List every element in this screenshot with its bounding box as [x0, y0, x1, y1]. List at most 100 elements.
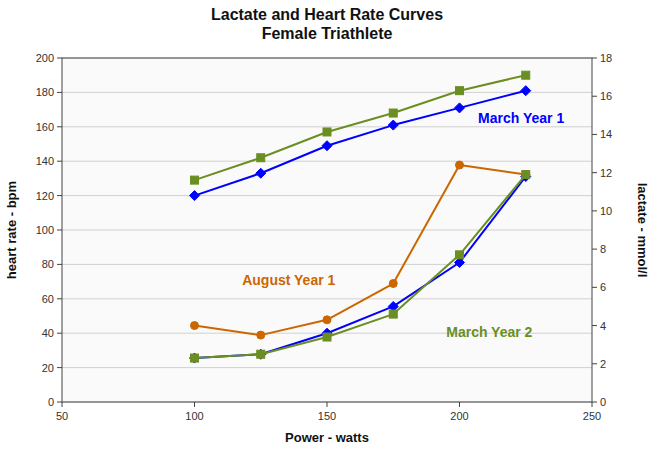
x-tick-label: 250 [583, 410, 601, 422]
x-tick-label: 100 [185, 410, 203, 422]
marker [323, 316, 331, 324]
marker [389, 310, 397, 318]
marker [522, 171, 530, 179]
y-tick [57, 92, 62, 93]
y2-tick [592, 325, 597, 326]
y-tick-label: 160 [36, 121, 54, 133]
axes: 0 20 40 60 80 100 120 140 160 180 200 0 2 4 6 8 10 12 14 16… [36, 52, 613, 422]
marker [323, 333, 331, 341]
marker [456, 251, 464, 259]
marker [521, 86, 531, 96]
marker [456, 87, 464, 95]
y-tick-label: 180 [36, 86, 54, 98]
marker [191, 322, 199, 330]
y2-tick-label: 10 [600, 205, 612, 217]
y2-tick-label: 0 [600, 396, 606, 408]
y2-tick-label: 8 [600, 243, 606, 255]
y2-tick-label: 2 [600, 358, 606, 370]
grid-line [62, 264, 592, 265]
grid-line [62, 161, 592, 162]
marker [522, 171, 530, 179]
marker [322, 141, 332, 151]
marker [190, 191, 200, 201]
y2-tick [592, 96, 597, 97]
y2-tick [592, 402, 597, 403]
y2-tick [592, 58, 597, 59]
x-axis-label: Power - watts [285, 430, 369, 445]
marker [256, 168, 266, 178]
y2-tick-label: 18 [600, 52, 612, 64]
x-tick-label: 150 [318, 410, 336, 422]
y-tick-label: 0 [48, 396, 54, 408]
marker [323, 128, 331, 136]
y-tick-label: 60 [42, 293, 54, 305]
x-tick [592, 402, 593, 407]
marker [389, 280, 397, 288]
y2-tick-label: 4 [600, 320, 606, 332]
y-tick [57, 195, 62, 196]
y2-tick [592, 249, 597, 250]
y-tick [57, 58, 62, 59]
y2-tick-label: 12 [600, 167, 612, 179]
marker [257, 154, 265, 162]
x-tick [327, 402, 328, 407]
y-tick-label: 40 [42, 327, 54, 339]
marker [190, 353, 200, 363]
y-tick-label: 140 [36, 155, 54, 167]
marker [191, 354, 199, 362]
title-line: Female Triathlete [262, 25, 393, 42]
x-tick-label: 50 [56, 410, 68, 422]
y-axis-label: heart rate - bpm [4, 181, 19, 279]
marker [456, 161, 464, 169]
x-tick [194, 402, 195, 407]
marker [191, 176, 199, 184]
marker [389, 109, 397, 117]
y-tick-label: 100 [36, 224, 54, 236]
y-tick [57, 367, 62, 368]
y2-axis-label: lactate - mmol/l [635, 183, 650, 278]
y-tick-label: 80 [42, 258, 54, 270]
grid-line [62, 126, 592, 127]
annotation: March Year 1 [478, 110, 564, 126]
marker [455, 103, 465, 113]
series-line [195, 165, 526, 335]
y2-tick [592, 134, 597, 135]
plot-frame [62, 58, 592, 402]
grid-line [62, 92, 592, 93]
annotations: March Year 1 August Year 1 March Year 2 [242, 110, 564, 339]
title: Lactate and Heart Rate Curves Female Tria… [211, 6, 443, 42]
y-tick [57, 402, 62, 403]
y-tick [57, 264, 62, 265]
y-tick-label: 120 [36, 190, 54, 202]
marker [522, 71, 530, 79]
y-tick-label: 20 [42, 362, 54, 374]
series-line [195, 75, 526, 180]
y-tick [57, 298, 62, 299]
y2-tick [592, 287, 597, 288]
annotation: March Year 2 [446, 324, 532, 340]
grid-line [62, 230, 592, 231]
marker [256, 349, 266, 359]
y2-tick-label: 14 [600, 128, 612, 140]
x-tick-label: 200 [450, 410, 468, 422]
y-tick [57, 161, 62, 162]
chart: 0 20 40 60 80 100 120 140 160 180 200 0 2 4 6 8 10 12 14 16… [0, 0, 654, 454]
series-line [195, 91, 526, 196]
grid-line [62, 367, 592, 368]
grid-line [62, 298, 592, 299]
annotation: August Year 1 [242, 272, 335, 288]
x-tick [459, 402, 460, 407]
y2-tick-label: 6 [600, 281, 606, 293]
y2-tick-label: 16 [600, 90, 612, 102]
plot-area [62, 58, 592, 402]
marker [257, 350, 265, 358]
y2-tick [592, 363, 597, 364]
marker [388, 120, 398, 130]
title-line: Lactate and Heart Rate Curves [211, 6, 443, 23]
y-tick [57, 333, 62, 334]
x-tick [62, 402, 63, 407]
y-tick [57, 230, 62, 231]
marker [257, 331, 265, 339]
y-tick-label: 200 [36, 52, 54, 64]
y-tick [57, 126, 62, 127]
